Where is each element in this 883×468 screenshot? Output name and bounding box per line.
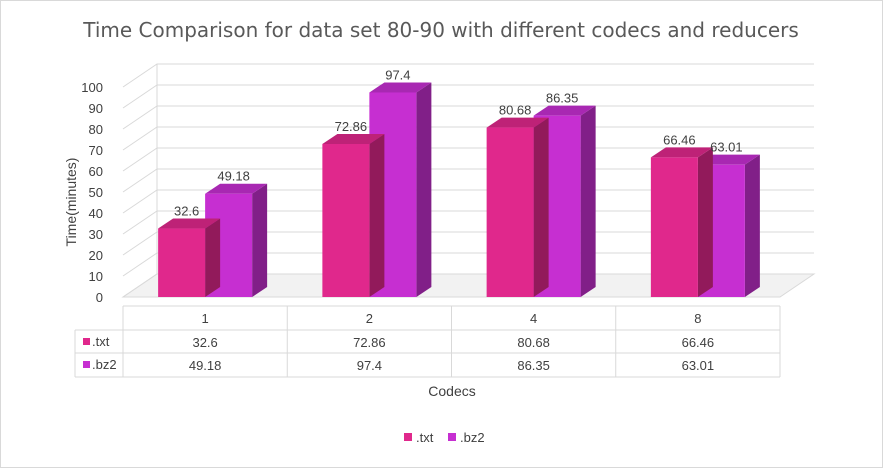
bar-top-face bbox=[369, 82, 432, 93]
y-tick-label: 50 bbox=[89, 185, 103, 200]
data-label: 66.46 bbox=[663, 132, 696, 147]
y-tick-label: 20 bbox=[89, 248, 103, 263]
y-tick-label: 60 bbox=[89, 164, 103, 179]
legend-label: .bz2 bbox=[460, 430, 485, 445]
bar-top-face bbox=[697, 154, 760, 165]
y-tick-label: 80 bbox=[89, 122, 103, 137]
table-cell: 80.68 bbox=[517, 335, 550, 350]
table-legend-key bbox=[83, 338, 90, 345]
data-label: 32.6 bbox=[174, 204, 199, 219]
legend-key bbox=[448, 433, 456, 441]
data-label: 97.4 bbox=[385, 67, 410, 82]
bar-top-face bbox=[322, 133, 385, 144]
bar-side-face bbox=[252, 183, 268, 297]
x-axis-title: Codecs bbox=[428, 383, 475, 399]
bar-top-face bbox=[205, 183, 268, 194]
bar-side-face bbox=[205, 218, 221, 297]
table-cell: 86.35 bbox=[517, 358, 550, 373]
table-cell: 66.46 bbox=[682, 335, 715, 350]
legend-label: .txt bbox=[416, 430, 434, 445]
x-tick-label: 2 bbox=[366, 311, 373, 326]
bar-side-face bbox=[369, 133, 385, 297]
y-tick-label: 40 bbox=[89, 206, 103, 221]
data-label: 49.18 bbox=[217, 169, 250, 184]
table-cell: 72.86 bbox=[353, 335, 386, 350]
y-tick-label: 10 bbox=[89, 269, 103, 284]
table-cell: 49.18 bbox=[189, 358, 222, 373]
table-legend-key bbox=[83, 361, 90, 368]
y-tick-label: 90 bbox=[89, 101, 103, 116]
y-tick-label: 30 bbox=[89, 227, 103, 242]
bar bbox=[650, 157, 698, 297]
bar-side-face bbox=[697, 147, 713, 297]
chart-title: Time Comparison for data set 80-90 with … bbox=[82, 18, 799, 42]
table-cell: 32.6 bbox=[192, 335, 217, 350]
y-tick-label: 100 bbox=[81, 80, 103, 95]
y-tick-label: 0 bbox=[96, 290, 103, 305]
y-axis-title: Time(minutes) bbox=[63, 158, 79, 247]
bar-top-face bbox=[486, 117, 549, 128]
table-series-name: .txt bbox=[92, 334, 110, 349]
bar-side-face bbox=[580, 105, 596, 297]
bar-top-face bbox=[533, 105, 596, 116]
table-cell: 97.4 bbox=[357, 358, 382, 373]
bar-side-face bbox=[416, 82, 432, 298]
data-label: 63.01 bbox=[710, 140, 743, 155]
data-label: 86.35 bbox=[546, 91, 579, 106]
bar bbox=[322, 143, 370, 297]
data-label: 80.68 bbox=[499, 103, 532, 118]
legend-key bbox=[404, 433, 412, 441]
data-table: 1 2 4 8 .txt 32.6 72.86 80.68 66.46 .bz2 49.18 97.4… bbox=[74, 305, 781, 378]
y-tick-label: 70 bbox=[89, 143, 103, 158]
x-tick-label: 1 bbox=[202, 311, 209, 326]
table-cell: 63.01 bbox=[682, 358, 715, 373]
bar bbox=[158, 228, 206, 297]
plot-area: 0 10 20 30 40 50 60 70 80 90 100 32.6 49.18 72.86 97.4… bbox=[81, 63, 816, 305]
bar-side-face bbox=[744, 154, 760, 297]
data-label: 72.86 bbox=[335, 119, 368, 134]
bar-side-face bbox=[533, 117, 549, 298]
gridline bbox=[122, 84, 814, 109]
bar-top-face bbox=[158, 218, 221, 229]
legend: .txt .bz2 bbox=[404, 430, 485, 445]
bar bbox=[486, 127, 534, 298]
gridline bbox=[122, 63, 814, 88]
bar-top-face bbox=[650, 147, 713, 158]
x-tick-label: 4 bbox=[530, 311, 537, 326]
x-tick-label: 8 bbox=[694, 311, 701, 326]
table-series-name: .bz2 bbox=[92, 357, 117, 372]
